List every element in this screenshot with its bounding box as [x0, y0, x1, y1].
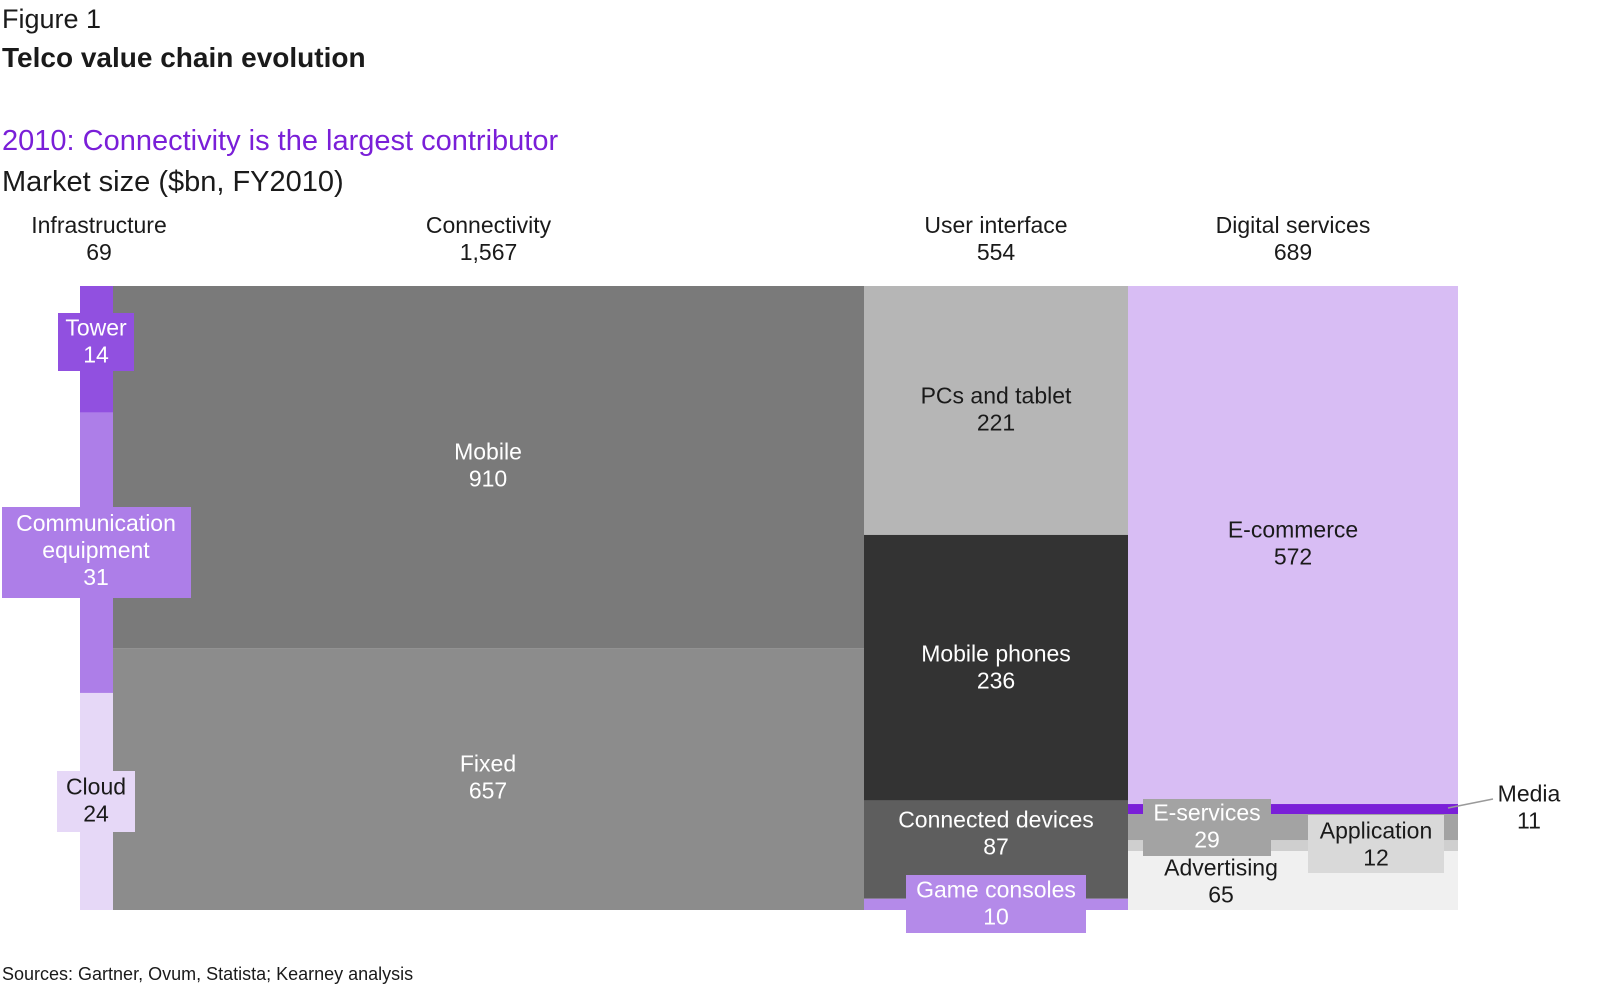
segment-label-media: Media 11 — [1498, 781, 1561, 834]
segment-mobile-phones — [864, 534, 1128, 801]
segment-label-fixed: Fixed 657 — [460, 751, 516, 804]
column-header-digital-services: Digital services — [1216, 212, 1371, 238]
segment-label-application: Application 12 — [1320, 818, 1433, 871]
label-chip-application — [1308, 815, 1444, 873]
column-total-infrastructure: 69 — [86, 239, 112, 265]
segment-application — [1128, 840, 1458, 852]
segment-fixed — [113, 648, 864, 910]
segment-label-mobile: Mobile 910 — [454, 439, 522, 492]
column-total-digital-services: 689 — [1274, 239, 1312, 265]
segment-label-e-commerce: E-commerce 572 — [1228, 517, 1358, 570]
segment-label-game-consoles: Game consoles 10 — [916, 877, 1076, 930]
segment-label-connected-devices: Connected devices 87 — [898, 807, 1094, 860]
column-header-infrastructure: Infrastructure — [31, 212, 167, 238]
column-header-user-interface: User interface — [924, 212, 1067, 238]
label-chip-cloud — [57, 771, 135, 832]
label-chip-communication-equipment — [2, 507, 191, 598]
column-total-user-interface: 554 — [977, 239, 1016, 265]
figure-title: Telco value chain evolution — [2, 42, 366, 73]
label-chip-tower — [58, 313, 134, 371]
source-note: Sources: Gartner, Ovum, Statista; Kearne… — [2, 964, 414, 984]
segment-media — [1128, 804, 1458, 814]
leader-line-media — [1447, 798, 1494, 809]
segment-label-mobile-phones: Mobile phones 236 — [921, 641, 1071, 694]
segment-label-e-services: E-services 29 — [1153, 800, 1260, 853]
unit-label: Market size ($bn, FY2010) — [2, 166, 344, 198]
label-chip-e-services — [1143, 799, 1271, 856]
segment-pcs-and-tablet — [864, 286, 1128, 535]
label-chip-game-consoles — [906, 875, 1086, 933]
segment-mobile — [113, 286, 864, 649]
segment-label-cloud: Cloud 24 — [66, 774, 126, 827]
segment-label-pcs-and-tablet: PCs and tablet 221 — [921, 383, 1072, 436]
column-total-connectivity: 1,567 — [460, 239, 518, 265]
segment-label-advertising: Advertising 65 — [1164, 855, 1278, 908]
segment-e-commerce — [1128, 286, 1458, 805]
figure-label: Figure 1 — [2, 4, 102, 34]
segment-label-communication-equipment: Communication equipment 31 — [16, 510, 176, 590]
column-header-connectivity: Connectivity — [426, 212, 552, 238]
chart-subtitle: 2010: Connectivity is the largest contri… — [2, 125, 559, 157]
segment-label-tower: Tower 14 — [65, 315, 127, 368]
